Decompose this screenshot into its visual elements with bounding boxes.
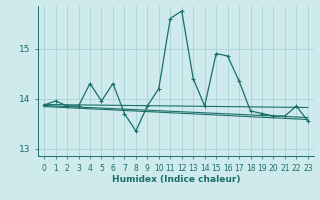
X-axis label: Humidex (Indice chaleur): Humidex (Indice chaleur)	[112, 175, 240, 184]
